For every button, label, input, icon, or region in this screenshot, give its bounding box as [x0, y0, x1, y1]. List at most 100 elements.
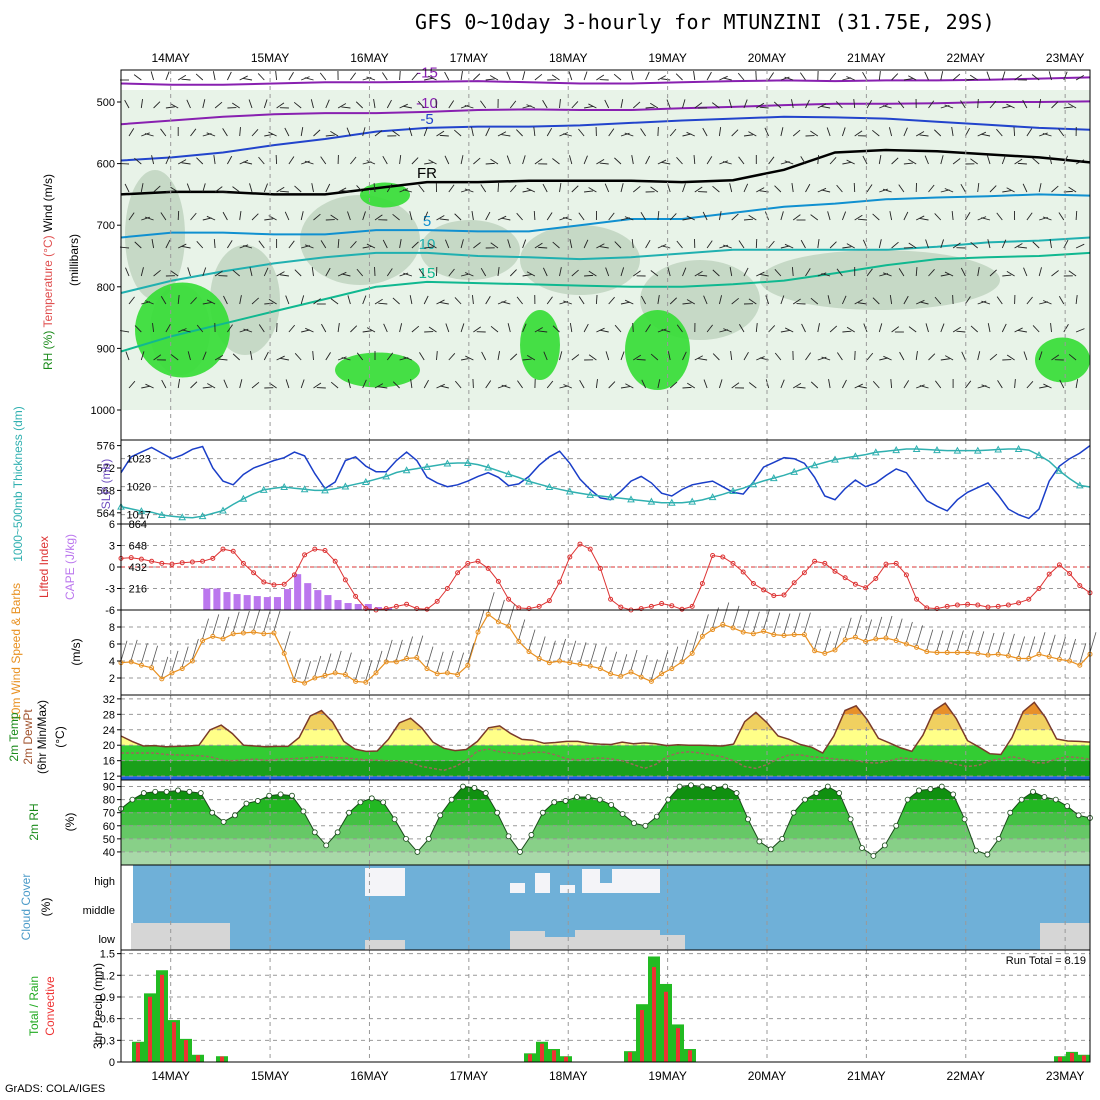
rh-marker	[733, 790, 740, 796]
wind-barb	[853, 99, 856, 109]
wind-barb	[403, 189, 413, 193]
wind-barb	[471, 211, 474, 221]
wind-barb	[239, 211, 242, 221]
rh-marker	[938, 783, 945, 790]
lifted-index-marker	[893, 560, 899, 566]
wind-barb	[608, 128, 615, 137]
wind-barb	[325, 352, 331, 361]
lifted-index-marker	[383, 606, 389, 612]
lifted-index-marker	[434, 598, 440, 604]
wind-barb	[439, 385, 449, 389]
wind-barb-10m	[600, 646, 607, 667]
wind-barb	[275, 71, 278, 81]
wind-barb	[190, 128, 197, 137]
wind-barb	[552, 241, 560, 249]
cape-bar	[253, 596, 261, 610]
thickness-marker	[300, 485, 309, 493]
precip-tick-label: 0.6	[100, 1014, 115, 1026]
thickness-marker	[790, 467, 799, 475]
wind-barb-10m	[202, 618, 209, 639]
wind-barb	[645, 71, 650, 81]
wind-barb	[645, 106, 655, 109]
wind-barb	[497, 131, 507, 137]
wind-barb	[202, 217, 212, 221]
wind-barb	[264, 218, 274, 221]
wind-barb	[386, 352, 394, 361]
wind-barb	[1023, 351, 1028, 361]
wind-barb	[423, 127, 428, 137]
wind-barb	[792, 298, 801, 305]
rh-marker	[1030, 788, 1036, 795]
date-label-bottom: 20MAY	[748, 1069, 786, 1083]
wind-barb	[263, 351, 269, 361]
lifted-index-marker	[404, 601, 410, 607]
wind-barb	[473, 73, 481, 81]
lifted-tick-label: -6	[105, 605, 115, 617]
precip-conv-bar	[528, 1054, 532, 1062]
wind-barb	[144, 133, 154, 137]
lifted-index-marker	[567, 554, 573, 560]
temp-bands	[121, 702, 1090, 780]
thickness-marker	[239, 494, 248, 502]
wind-barb-10m	[518, 619, 526, 640]
wind-barb	[206, 215, 216, 221]
wind-barb	[444, 71, 450, 81]
wind-barb-10m	[742, 609, 750, 631]
wind-barb	[829, 325, 838, 333]
wind-barb	[313, 382, 322, 389]
low-cloud	[510, 931, 545, 950]
wind-barb-10m	[467, 643, 475, 664]
lifted-index-marker	[506, 596, 512, 602]
wind-barb-10m	[1079, 643, 1087, 664]
wind-barb	[780, 379, 785, 389]
wind-barb	[872, 297, 880, 305]
wind-barb-10m	[1008, 633, 1015, 655]
precip-conv-bar	[688, 1050, 692, 1062]
wind-barb	[160, 212, 167, 221]
wind-barb-10m	[865, 619, 872, 640]
wind-barb	[702, 127, 708, 137]
wind-barb	[836, 352, 843, 361]
wind-barb	[257, 73, 265, 81]
rh-marker	[277, 791, 284, 798]
wind-barb	[424, 246, 434, 249]
wind-barb	[693, 154, 696, 165]
wind-barb	[202, 183, 206, 193]
precip-conv-bar	[148, 996, 152, 1062]
wind-barb	[1022, 183, 1028, 193]
wind-barb	[925, 323, 929, 333]
wind-barb	[890, 378, 893, 389]
wind-barb	[258, 240, 265, 249]
wind-barb	[516, 212, 523, 221]
thickness-marker	[137, 507, 146, 515]
wind-barb	[1002, 274, 1012, 277]
wind-barb	[951, 211, 954, 221]
wind-barb	[841, 295, 847, 305]
wind-barb	[563, 300, 572, 305]
lifted-index-marker	[169, 561, 175, 567]
wind-barb	[196, 241, 204, 249]
wind-barb	[366, 327, 376, 333]
wind-barb-10m	[151, 645, 158, 666]
wind-barb	[723, 328, 732, 333]
wind-barb	[1039, 385, 1049, 389]
thickness-marker	[1035, 451, 1043, 459]
wind-barb	[718, 295, 723, 305]
rh-marker	[995, 835, 1002, 842]
wind-barb	[800, 239, 806, 249]
wind-barb	[423, 211, 429, 221]
wind-barb-10m	[232, 611, 240, 632]
rh-shade-mid	[300, 195, 420, 285]
wind-barb	[1075, 159, 1085, 165]
wind-barb-10m	[885, 615, 893, 637]
thickness-marker	[219, 506, 227, 514]
wind-barb	[454, 297, 462, 305]
wind-barb	[661, 328, 671, 333]
lifted-index-marker	[791, 580, 797, 586]
wind-barb	[1026, 128, 1033, 137]
rh-band	[121, 825, 1090, 839]
wind-barb	[666, 99, 671, 109]
wind-barb	[134, 241, 142, 249]
lifted-index-marker	[822, 560, 828, 566]
